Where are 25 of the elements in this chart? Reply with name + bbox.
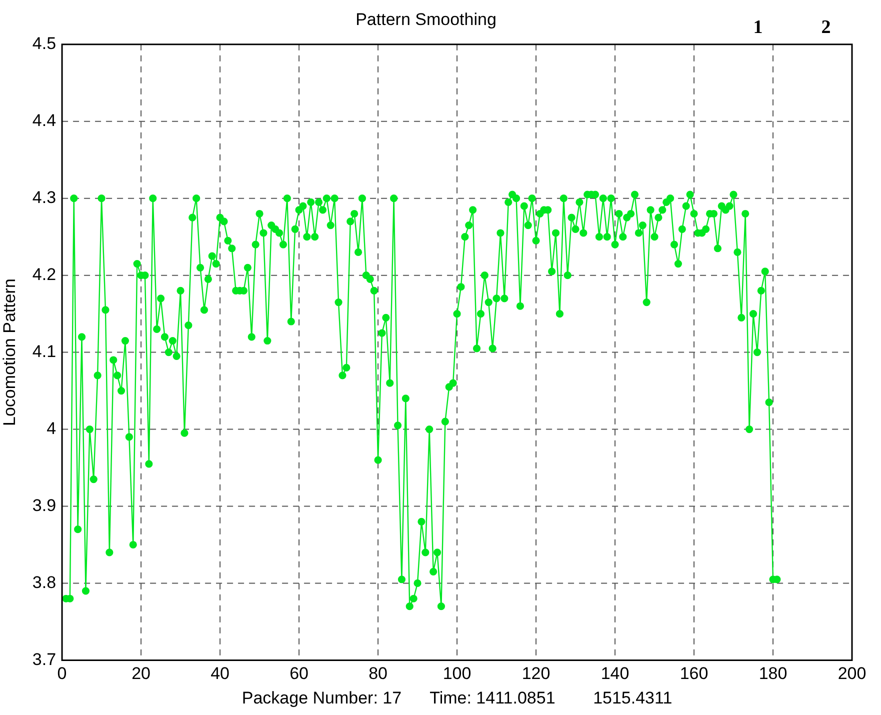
x-tick-label: 140 bbox=[600, 664, 630, 684]
x-tick-label: 120 bbox=[522, 664, 550, 684]
y-tick-label: 3.7 bbox=[32, 650, 56, 669]
x-tick-label: 60 bbox=[290, 664, 308, 684]
text: 2 bbox=[821, 16, 831, 38]
x-axis-title: Package Number: 17 Time: 1411.0851 1515.4311 bbox=[242, 688, 672, 708]
x-tick-label: 40 bbox=[210, 664, 230, 684]
y-tick-label: 3.8 bbox=[32, 572, 56, 592]
y-tick-label: 4.3 bbox=[32, 188, 56, 208]
x-tick-label: 180 bbox=[758, 664, 788, 684]
y-tick-label: 4.2 bbox=[32, 265, 56, 284]
x-tick-label: 100 bbox=[442, 664, 472, 684]
y-tick-label: 4.1 bbox=[32, 342, 56, 361]
y-tick-label: 4.5 bbox=[32, 34, 56, 54]
chart-title: Pattern Smoothing bbox=[356, 10, 496, 29]
text: 1 bbox=[753, 16, 763, 38]
y-tick-label: 4.4 bbox=[32, 111, 56, 130]
y-tick-label: 4 bbox=[46, 418, 56, 438]
y-axis-title: Locomotion Pattern bbox=[0, 278, 19, 426]
x-tick-label: 20 bbox=[132, 664, 150, 684]
x-tick-label: 80 bbox=[368, 664, 388, 684]
y-tick-label: 3.9 bbox=[32, 496, 56, 515]
x-tick-label: 200 bbox=[838, 664, 866, 684]
x-tick-label: 0 bbox=[57, 664, 67, 684]
x-tick-label: 160 bbox=[680, 664, 708, 684]
